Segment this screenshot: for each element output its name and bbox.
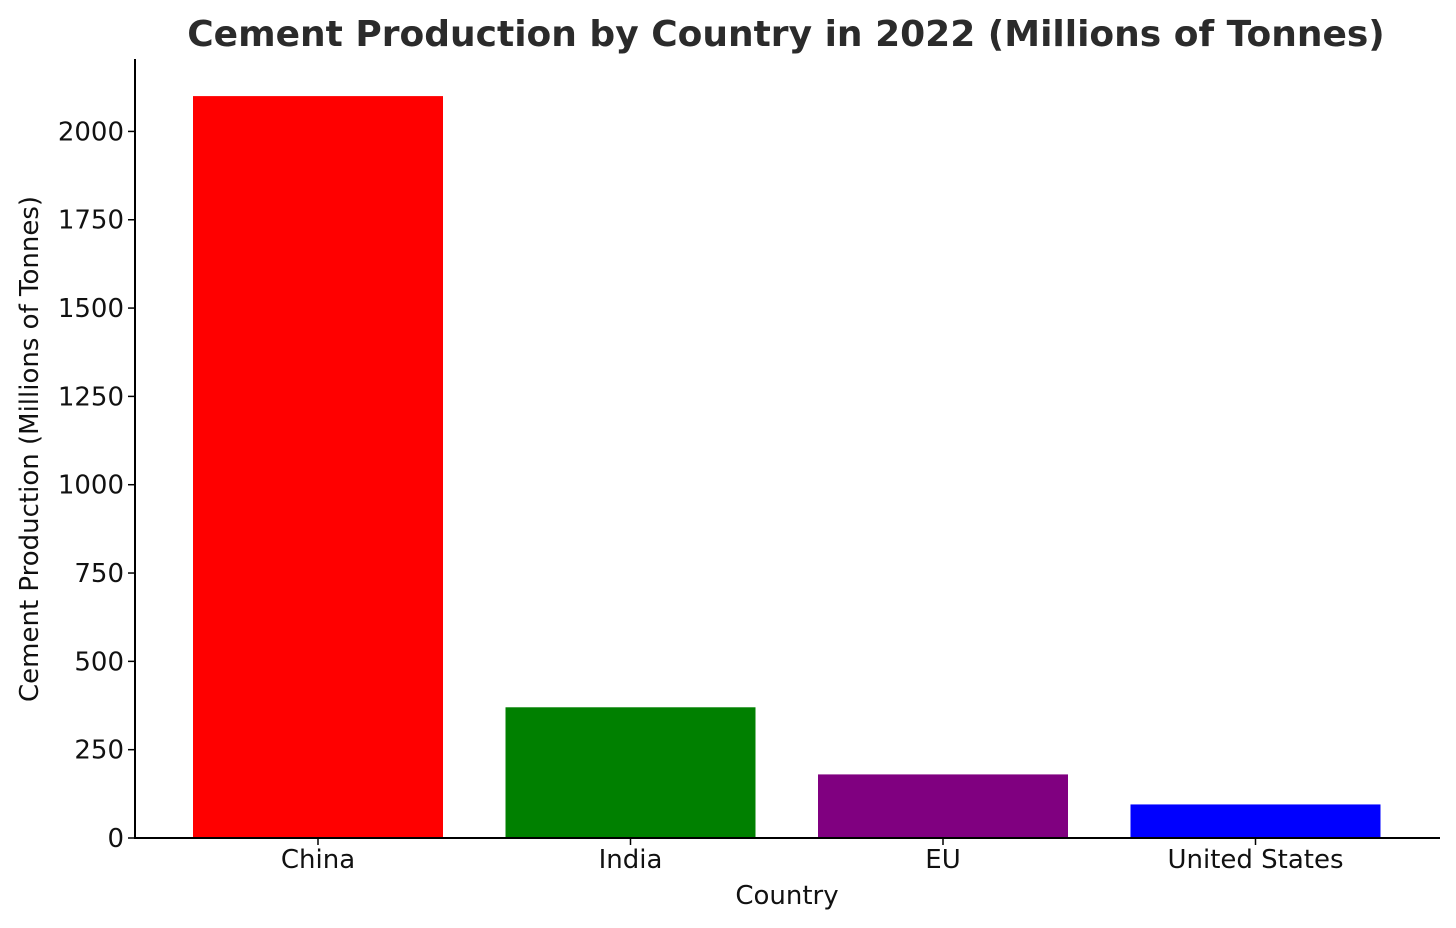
- y-tick-label: 500: [74, 647, 124, 677]
- y-tick-label: 1500: [58, 294, 124, 324]
- bar-china: [193, 96, 443, 839]
- y-tick-label: 1250: [58, 382, 124, 412]
- y-tick-label: 2000: [58, 117, 124, 147]
- y-tick-label: 1000: [58, 471, 124, 501]
- x-tick-label: United States: [1167, 845, 1343, 875]
- y-axis-label: Cement Production (Millions of Tonnes): [15, 196, 45, 702]
- chart-title: Cement Production by Country in 2022 (Mi…: [187, 14, 1385, 55]
- bar-eu: [818, 774, 1068, 838]
- x-tick-label: China: [281, 845, 355, 875]
- bar-india: [505, 707, 756, 838]
- bars-group: [193, 96, 1381, 839]
- bar-united-states: [1130, 804, 1381, 838]
- x-axis-label: Country: [735, 881, 838, 911]
- y-tick-label: 250: [74, 736, 124, 766]
- y-axis-ticks: 0 250 500 750 1000 1250 1500 1750 2000: [58, 117, 135, 854]
- y-tick-label: 0: [107, 824, 124, 854]
- x-tick-label: India: [599, 845, 663, 875]
- y-tick-label: 1750: [58, 206, 124, 236]
- x-tick-label: EU: [925, 845, 960, 875]
- y-tick-label: 750: [74, 559, 124, 589]
- x-axis-ticks: China India EU United States: [281, 838, 1344, 875]
